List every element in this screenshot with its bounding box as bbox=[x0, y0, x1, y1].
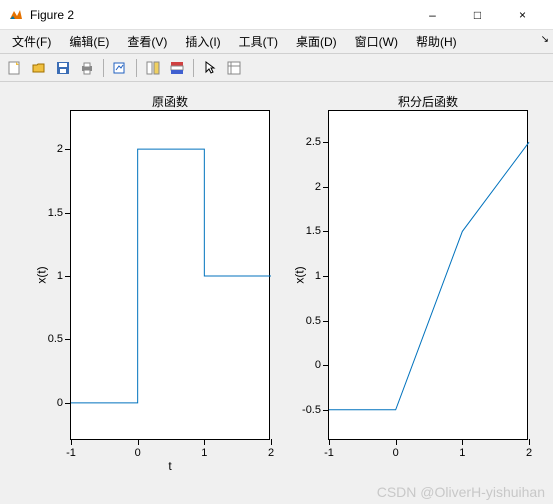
xtick bbox=[462, 439, 463, 445]
toolbar-separator bbox=[103, 59, 104, 77]
axes-right-line bbox=[329, 111, 529, 441]
menu-desktop[interactable]: 桌面(D) bbox=[288, 31, 345, 52]
ytick-label: 1 bbox=[315, 270, 321, 282]
ytick bbox=[65, 276, 71, 277]
print-icon[interactable] bbox=[76, 57, 98, 79]
ytick-label: 0 bbox=[57, 397, 63, 409]
figure-area: 原函数 x(t) t 00.511.52-1012 积分后函数 x(t) -0.… bbox=[0, 82, 553, 504]
ytick-label: 1.5 bbox=[306, 225, 321, 237]
new-figure-icon[interactable] bbox=[4, 57, 26, 79]
xtick-label: -1 bbox=[66, 447, 76, 459]
link-icon[interactable] bbox=[109, 57, 131, 79]
xtick-label: 2 bbox=[268, 447, 274, 459]
ytick-label: 2.5 bbox=[306, 136, 321, 148]
xtick bbox=[529, 439, 530, 445]
xtick bbox=[329, 439, 330, 445]
matlab-logo-icon bbox=[8, 7, 24, 23]
titlebar: Figure 2 – □ × bbox=[0, 0, 553, 30]
toolbar-separator bbox=[193, 59, 194, 77]
xtick-label: 2 bbox=[526, 447, 532, 459]
ytick-label: 2 bbox=[315, 181, 321, 193]
window-title: Figure 2 bbox=[30, 8, 74, 22]
xtick-label: -1 bbox=[324, 447, 334, 459]
ytick bbox=[323, 276, 329, 277]
ytick bbox=[65, 149, 71, 150]
ytick bbox=[323, 321, 329, 322]
toolbar-separator bbox=[136, 59, 137, 77]
ytick bbox=[323, 410, 329, 411]
ytick bbox=[323, 231, 329, 232]
ytick bbox=[65, 403, 71, 404]
xtick bbox=[271, 439, 272, 445]
xtick bbox=[138, 439, 139, 445]
axes-left-title: 原函数 bbox=[71, 93, 269, 110]
ytick-label: 2 bbox=[57, 143, 63, 155]
menu-insert[interactable]: 插入(I) bbox=[177, 31, 228, 52]
ytick-label: 1.5 bbox=[48, 207, 63, 219]
save-icon[interactable] bbox=[52, 57, 74, 79]
axes-left: 原函数 x(t) t 00.511.52-1012 bbox=[70, 110, 270, 440]
menu-tools[interactable]: 工具(T) bbox=[231, 31, 286, 52]
menu-overflow-icon[interactable]: ↘ bbox=[541, 34, 549, 45]
menu-edit[interactable]: 编辑(E) bbox=[61, 31, 117, 52]
ytick bbox=[65, 339, 71, 340]
xtick bbox=[396, 439, 397, 445]
menu-help[interactable]: 帮助(H) bbox=[408, 31, 465, 52]
ytick-label: 0 bbox=[315, 359, 321, 371]
pointer-icon[interactable] bbox=[199, 57, 221, 79]
maximize-button[interactable]: □ bbox=[455, 0, 500, 30]
menu-window[interactable]: 窗口(W) bbox=[347, 31, 406, 52]
ytick bbox=[323, 365, 329, 366]
axes-left-xlabel: t bbox=[71, 459, 269, 473]
ytick bbox=[323, 142, 329, 143]
colorbar-icon[interactable] bbox=[166, 57, 188, 79]
xtick-label: 1 bbox=[201, 447, 207, 459]
menu-view[interactable]: 查看(V) bbox=[119, 31, 175, 52]
xtick-label: 0 bbox=[135, 447, 141, 459]
close-button[interactable]: × bbox=[500, 0, 545, 30]
ytick-label: -0.5 bbox=[302, 404, 321, 416]
xtick bbox=[71, 439, 72, 445]
axes-right-title: 积分后函数 bbox=[329, 93, 527, 110]
xtick-label: 0 bbox=[393, 447, 399, 459]
ytick bbox=[323, 187, 329, 188]
watermark: CSDN @OliverH-yishuihan bbox=[377, 484, 545, 500]
axes-left-ylabel: x(t) bbox=[35, 266, 49, 283]
toolbar bbox=[0, 54, 553, 82]
xtick bbox=[204, 439, 205, 445]
open-icon[interactable] bbox=[28, 57, 50, 79]
axes-right-ylabel: x(t) bbox=[293, 266, 307, 283]
menubar: 文件(F) 编辑(E) 查看(V) 插入(I) 工具(T) 桌面(D) 窗口(W… bbox=[0, 30, 553, 54]
axes-right: 积分后函数 x(t) -0.500.511.522.5-1012 bbox=[328, 110, 528, 440]
plottools-icon[interactable] bbox=[223, 57, 245, 79]
ytick-label: 1 bbox=[57, 270, 63, 282]
xtick-label: 1 bbox=[459, 447, 465, 459]
ytick-label: 0.5 bbox=[48, 333, 63, 345]
ytick bbox=[65, 213, 71, 214]
datacursor-icon[interactable] bbox=[142, 57, 164, 79]
menu-file[interactable]: 文件(F) bbox=[4, 31, 59, 52]
minimize-button[interactable]: – bbox=[410, 0, 455, 30]
axes-left-line bbox=[71, 111, 271, 441]
ytick-label: 0.5 bbox=[306, 315, 321, 327]
